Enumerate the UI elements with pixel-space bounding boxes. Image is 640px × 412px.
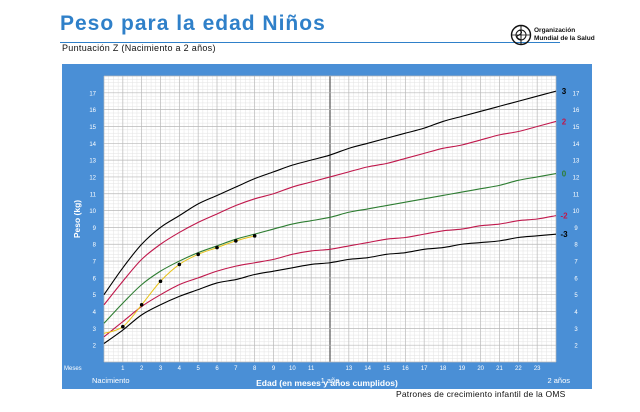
x-tick-month-label: 23 [534,366,541,372]
measurement-point [177,262,182,267]
x-tick-month-label: 15 [383,366,390,372]
z-curve-minus3 [103,233,557,344]
x-major-label: 1 año [321,376,340,385]
x-tick-month-label: 13 [345,366,352,372]
y-tick-label-right: 7 [574,260,578,266]
measurement-point [139,303,144,307]
measurement-point [196,252,200,257]
y-tick-label-right: 14 [573,142,580,148]
y-tick-label-right: 2 [574,344,578,350]
y-tick-label-right: 15 [573,125,580,131]
x-tick-month-label: 8 [253,366,257,372]
who-emblem-icon [510,24,532,46]
x-tick-month-label: 7 [234,366,238,372]
y-tick-label-left: 14 [89,142,96,148]
x-corner-label: Meses [64,366,82,372]
measurement-point [121,324,125,329]
x-tick-month-label: 22 [515,366,522,372]
z-curve-minus2 [103,215,557,338]
z-curve-label: 2 [562,117,567,126]
x-tick-month-label: 9 [272,366,276,372]
y-tick-label-right: 8 [574,243,578,249]
y-tick-label-left: 3 [93,327,97,333]
y-tick-label-left: 4 [93,310,97,316]
y-tick-label-right: 17 [573,91,580,97]
z-curve-label: 0 [562,170,567,179]
y-tick-label-left: 6 [93,276,97,282]
x-tick-month-label: 3 [159,366,163,372]
x-major-label: 2 años [547,376,570,385]
chart-subtitle: Puntuación Z (Nacimiento a 2 años) [62,43,216,53]
x-tick-month-label: 1 [121,366,125,372]
z-curve-3 [103,90,557,296]
y-tick-label-right: 4 [574,310,578,316]
x-major-label: Nacimiento [92,376,130,385]
y-tick-label-right: 16 [573,108,580,114]
x-tick-month-label: 18 [440,366,447,372]
x-tick-month-label: 20 [477,366,484,372]
y-tick-label-left: 10 [89,209,96,215]
z-curve-2 [103,120,557,306]
x-axis-title: Edad (en meses y años cumplidos) [256,378,398,388]
measurement-point [234,239,238,243]
y-tick-label-left: 5 [93,293,97,299]
x-tick-month-label: 11 [308,366,315,372]
z-curve-label: -3 [560,230,568,239]
z-curve-label: 3 [562,87,567,96]
y-tick-label-right: 9 [574,226,578,232]
y-tick-label-right: 12 [573,175,580,181]
who-name: Organización Mundial de la Salud [534,27,595,43]
who-name-line2: Mundial de la Salud [534,35,595,42]
measurement-point [215,245,219,250]
title-rule [60,42,560,43]
measurement-point [252,234,257,238]
measurement-point [158,279,163,284]
x-tick-month-label: 10 [289,366,296,372]
y-tick-label-left: 13 [89,159,96,165]
y-tick-label-right: 6 [574,276,578,282]
y-tick-label-right: 11 [573,192,580,198]
y-tick-label-left: 7 [93,260,97,266]
z-curve-label: -2 [560,212,568,221]
z-curve-0 [103,173,557,324]
x-tick-month-label: 19 [458,366,465,372]
x-tick-month-label: 16 [402,366,409,372]
y-tick-label-right: 5 [574,293,578,299]
x-tick-month-label: 2 [140,366,144,372]
y-tick-label-left: 11 [90,192,97,198]
y-tick-label-left: 9 [93,226,97,232]
y-tick-label-left: 2 [93,344,97,350]
y-tick-label-left: 15 [89,125,96,131]
x-tick-month-label: 17 [421,366,428,372]
who-logo: Organización Mundial de la Salud [510,24,610,50]
x-tick-month-label: 14 [364,366,371,372]
footer-source: Patrones de crecimiento infantil de la O… [396,389,566,399]
y-tick-label-left: 17 [89,91,96,97]
y-tick-label-left: 8 [93,243,97,249]
x-tick-month-label: 5 [196,366,200,372]
who-name-line1: Organización [534,27,576,34]
x-tick-month-label: 4 [178,366,182,372]
x-tick-month-label: 21 [496,366,503,372]
x-tick-month-label: 6 [215,366,219,372]
y-tick-label-left: 12 [89,175,96,181]
page-title: Peso para la edad Niños [60,12,326,35]
y-axis-title: Peso (kg) [72,200,82,238]
y-tick-label-left: 16 [89,108,96,114]
y-tick-label-right: 3 [574,327,578,333]
y-tick-label-right: 13 [573,159,580,165]
y-tick-label-right: 10 [573,209,580,215]
